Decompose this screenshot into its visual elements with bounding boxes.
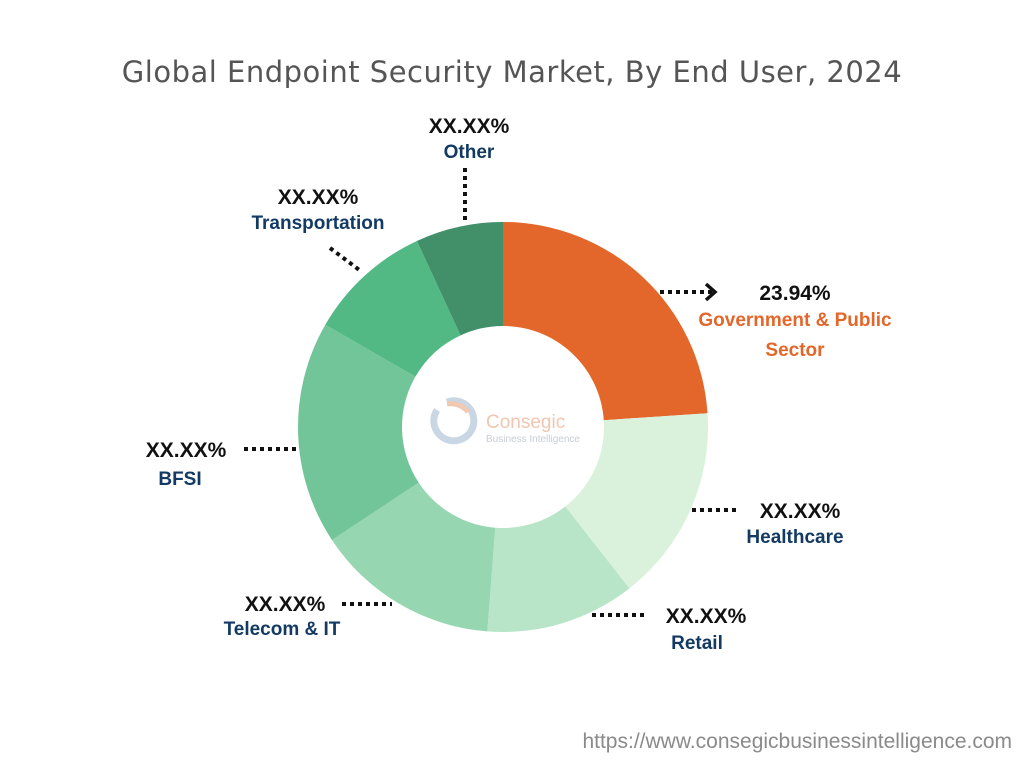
logo-mark-icon (430, 397, 478, 445)
slice-government-public-sector (503, 222, 708, 421)
slice-other (416, 222, 503, 336)
category-label: BFSI (158, 469, 201, 490)
logo: Consegic Business Intelligence (430, 397, 580, 445)
category-label: Government & Public (698, 310, 892, 331)
data-label: XX.XX% (666, 605, 747, 628)
leader-line (328, 246, 364, 274)
category-label: Sector (765, 340, 825, 361)
footer-url[interactable]: https://www.consegicbusinessintelligence… (582, 730, 1012, 753)
arrow-icon (704, 282, 718, 302)
slice-telecom-it (331, 482, 496, 632)
data-label: XX.XX% (429, 115, 510, 138)
data-label: XX.XX% (146, 439, 227, 462)
slice-transportation (325, 240, 461, 377)
slice-retail (487, 506, 630, 633)
chart-title: Global Endpoint Security Market, By End … (121, 55, 903, 89)
logo-subtext: Business Intelligence (486, 434, 580, 445)
data-label: 23.94% (759, 282, 831, 305)
data-label: XX.XX% (760, 500, 841, 523)
slice-healthcare (565, 413, 708, 589)
data-label: XX.XX% (245, 593, 326, 616)
category-label: Retail (671, 633, 723, 654)
category-label: Telecom & IT (224, 619, 341, 640)
category-label: Other (444, 142, 495, 163)
category-label: Transportation (251, 213, 384, 234)
category-label: Healthcare (746, 527, 843, 548)
data-label: XX.XX% (278, 186, 359, 209)
slice-bfsi (297, 324, 419, 540)
logo-text: Consegic (486, 412, 565, 433)
